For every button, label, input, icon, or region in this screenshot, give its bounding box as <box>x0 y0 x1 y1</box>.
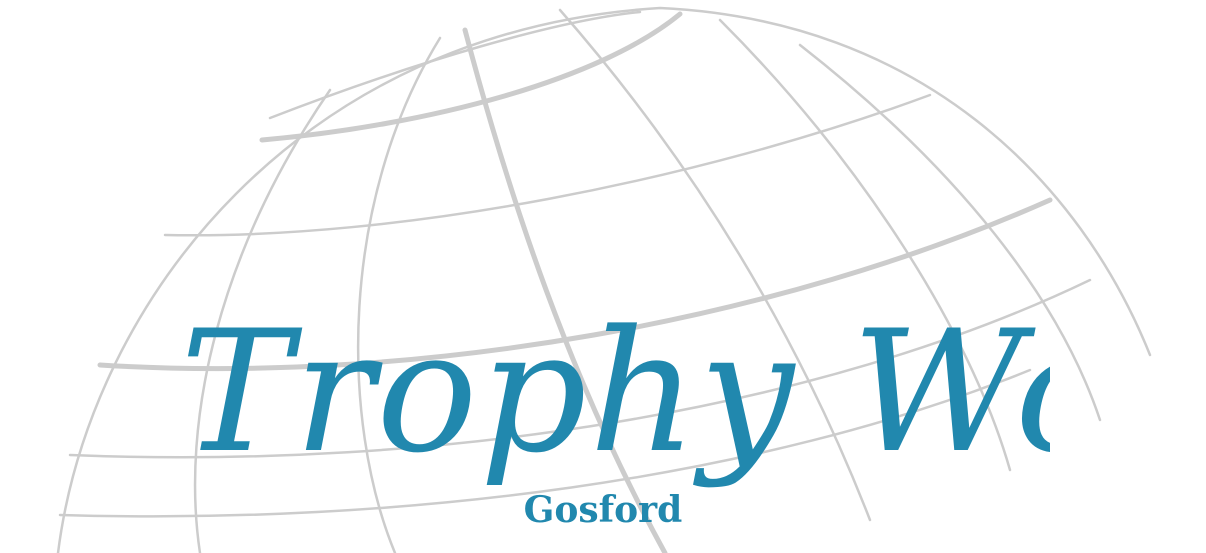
subtitle: Gosford <box>523 489 683 531</box>
globe-longitude-4 <box>558 8 872 522</box>
globe-longitude-1 <box>193 88 332 553</box>
globe-top-band <box>259 11 683 143</box>
globe-longitude-6 <box>798 43 1102 422</box>
globe-top-band-inner <box>268 10 642 120</box>
globe-longitude-2 <box>356 36 442 553</box>
globe-outline <box>56 6 1152 553</box>
title-text: Trophy World <box>180 300 1050 490</box>
globe-longitude-5 <box>718 18 1012 472</box>
globe-latitude-4 <box>58 368 1032 518</box>
globe-longitude-3 <box>462 27 668 553</box>
globe-latitude-3 <box>68 278 1092 459</box>
script-title: Trophy World <box>180 300 1050 490</box>
globe-latitude-2 <box>97 197 1053 372</box>
globe-latitude-1 <box>163 93 932 237</box>
